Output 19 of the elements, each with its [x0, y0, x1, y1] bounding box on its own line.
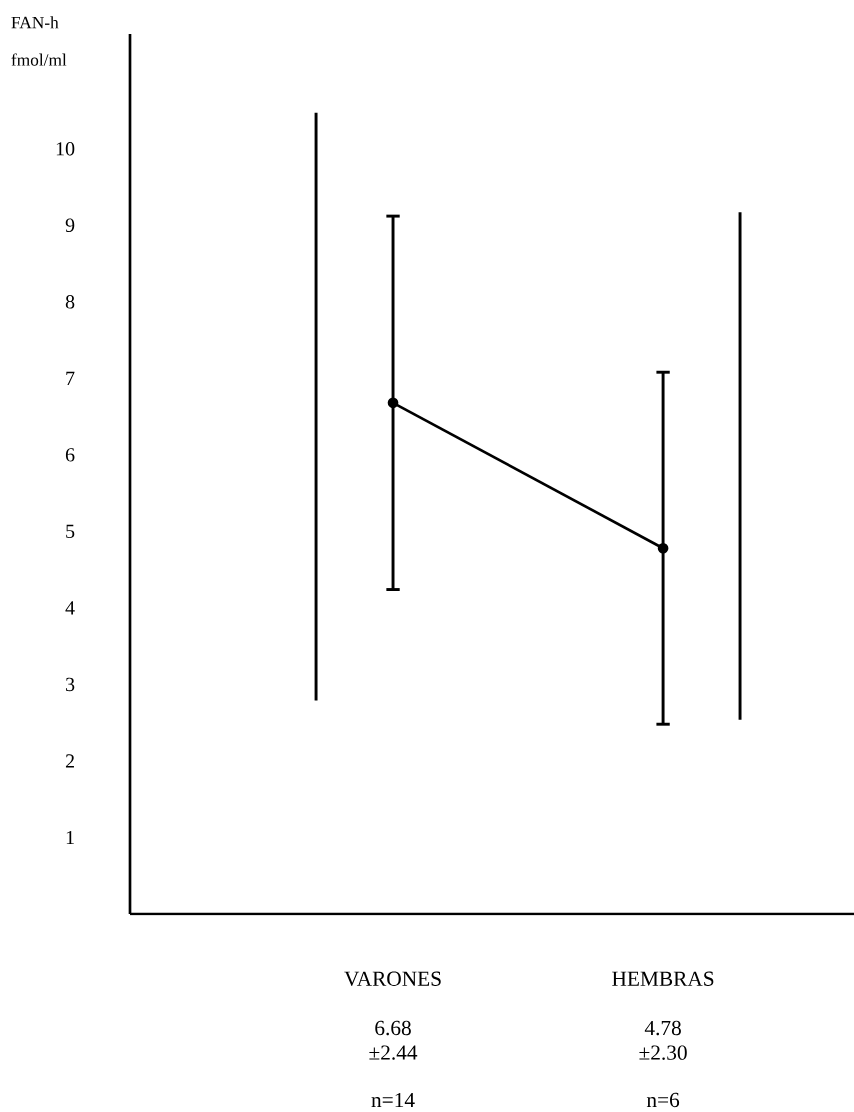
y-tick-label: 1: [66, 830, 74, 845]
y-tick-label: 2: [65, 754, 74, 768]
y-tick-label: 10: [56, 142, 75, 156]
text: FAN-h fmol/ml: [11, 16, 67, 66]
text: ±2.44: [369, 1045, 418, 1060]
y-tick-label: 4: [65, 601, 75, 615]
y-tick-label: 9: [65, 218, 75, 233]
y-tick-label: 6: [65, 448, 75, 462]
y-tick-label: 7: [66, 371, 75, 385]
text: 4.78: [644, 1020, 681, 1036]
y-tick-label: 8: [65, 295, 75, 309]
y-tick-label: 5: [66, 524, 75, 539]
text: ±2.30: [639, 1045, 687, 1060]
x-tick-label: VARONES: [344, 971, 441, 987]
text: n=14: [371, 1092, 415, 1108]
text: n=6: [646, 1092, 680, 1108]
y-tick-label: 3: [66, 677, 75, 692]
x-tick-label: HEMBRAS: [612, 971, 714, 986]
text: 6.68: [375, 1020, 411, 1036]
